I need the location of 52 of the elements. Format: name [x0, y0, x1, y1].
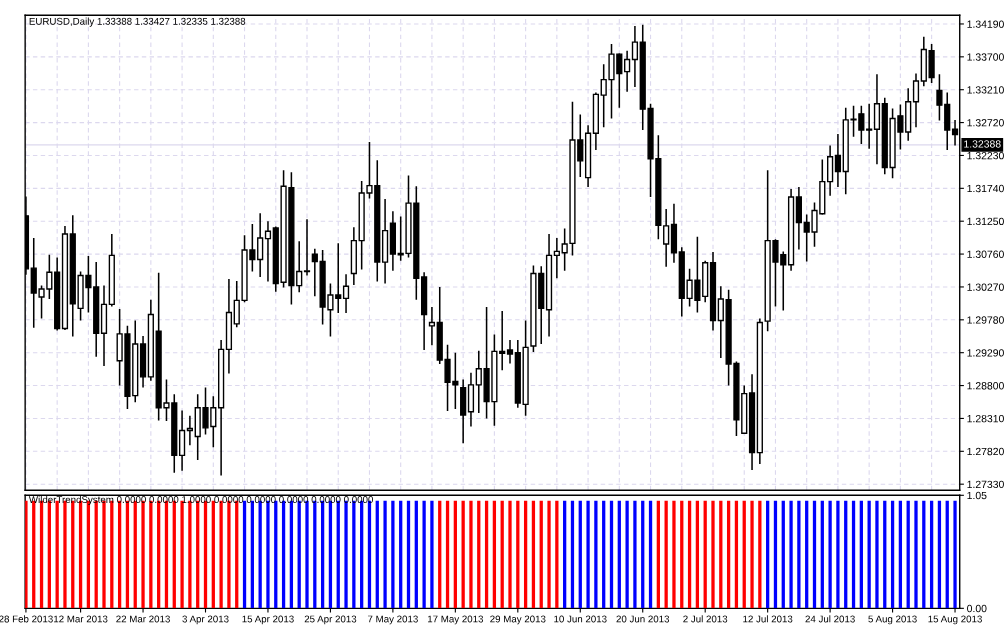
x-tick-label: 3 Apr 2013 — [182, 615, 229, 625]
x-tick-label: 2 Jul 2013 — [683, 615, 728, 623]
candlestick — [428, 306, 436, 347]
ref-line-label: 1.32388 — [964, 140, 1001, 148]
candlestick — [257, 212, 264, 278]
candlestick — [303, 218, 311, 277]
y-tick-label: 1.29780 — [967, 316, 1004, 324]
x-tick-label: 20 Jun 2013 — [616, 615, 670, 623]
x-tick-label: 12 Jul 2013 — [743, 615, 793, 623]
y-tick-label: 1.30270 — [967, 283, 1004, 291]
y-tick-label: 1.33210 — [967, 86, 1004, 94]
y-tick-label: 1.32230 — [967, 151, 1004, 160]
x-tick-label: 25 Apr 2013 — [304, 615, 357, 625]
y-tick-label: 1.33700 — [967, 53, 1004, 61]
y-tick-label: 1.28800 — [967, 382, 1004, 390]
x-tick-label: 12 Mar 2013 — [54, 615, 108, 623]
candlestick — [342, 273, 350, 314]
x-tick-label: 29 May 2013 — [490, 615, 546, 625]
y-tick-label: 1.28310 — [967, 414, 1004, 423]
candlestick — [553, 237, 560, 279]
x-tick-label: 15 Aug 2013 — [928, 615, 982, 625]
y-tick-label: 1.30760 — [967, 250, 1004, 258]
x-tick-label: 15 Apr 2013 — [242, 615, 294, 625]
candlestick — [866, 103, 873, 150]
candlestick — [663, 208, 670, 268]
y-tick-label: 1.31740 — [967, 184, 1004, 193]
chart-title: EURUSD,Daily 1.33388 1.33427 1.32335 1.32388 — [29, 17, 246, 27]
chart-title: WilderTrendSystem 0.0000 0.0000 1.0000 0.0000 0.0000 0.0000 0.0000 0.0000 — [28, 495, 373, 505]
y-tick-label: 1.27820 — [967, 447, 1004, 456]
y-tick-label: 1.31250 — [967, 217, 1004, 226]
x-tick-label: 10 Jun 2013 — [554, 615, 607, 623]
y-tick-label: 1.05 — [967, 491, 987, 500]
y-tick-label: 1.32720 — [967, 119, 1004, 127]
candlestick — [506, 339, 514, 365]
candlestick — [264, 220, 272, 283]
y-tick-label: 1.27330 — [967, 480, 1004, 489]
candlestick — [624, 50, 631, 93]
y-tick-label: 0.00 — [967, 604, 987, 613]
y-tick-label: 1.34190 — [967, 20, 1004, 28]
candlestick — [631, 25, 639, 88]
x-tick-label: 28 Feb 2013 — [0, 615, 53, 623]
y-tick-label: 1.29290 — [967, 349, 1004, 357]
x-tick-label: 7 May 2013 — [367, 615, 418, 625]
candlestick — [717, 285, 724, 359]
candlestick — [311, 247, 318, 298]
candlestick — [186, 414, 194, 447]
candlestick — [912, 72, 920, 129]
x-tick-label: 24 Jul 2013 — [805, 615, 855, 623]
x-tick-label: 5 Aug 2013 — [868, 615, 917, 625]
x-tick-label: 22 Mar 2013 — [116, 615, 170, 623]
x-tick-label: 17 May 2013 — [427, 615, 484, 625]
candlestick — [834, 133, 842, 188]
